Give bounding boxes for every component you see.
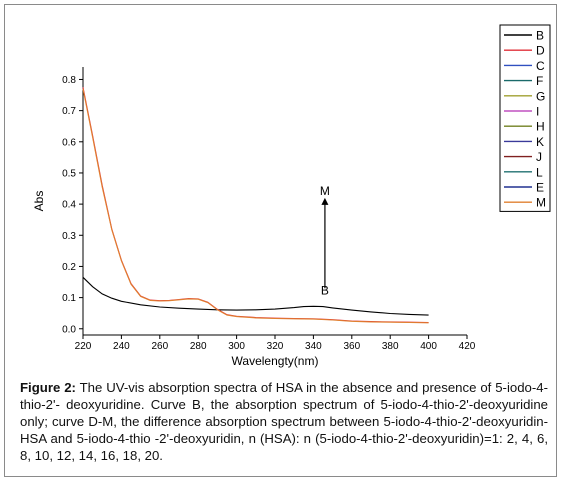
series-line-B (82, 276, 429, 316)
y-tick-label: 0.5 (62, 168, 76, 179)
annotation-M: M (320, 184, 330, 198)
x-tick-label: 400 (420, 341, 437, 352)
series-group (82, 87, 429, 324)
chart: 220 240 260 280 300 320 340 360 380 400 420 0.0 0.1 0… (32, 24, 551, 368)
x-tick-label: 420 (459, 341, 476, 352)
legend-label-G: G (536, 89, 545, 103)
x-tick-label: 380 (382, 341, 399, 352)
y-tick-label: 0.4 (62, 200, 76, 211)
legend-label-L: L (536, 165, 543, 179)
x-axis-label: Wavelengty(nm) (232, 354, 319, 368)
y-tick-label: 0.8 (62, 75, 76, 86)
legend-box (499, 24, 551, 212)
x-tick-label: 260 (151, 341, 168, 352)
legend-label-D: D (536, 44, 545, 58)
y-tick-label: 0.1 (62, 293, 76, 304)
legend-label-F: F (536, 74, 543, 88)
legend-label-M: M (536, 196, 546, 210)
annotations: MB (320, 184, 330, 298)
legend-label-E: E (536, 181, 544, 195)
caption-label: Figure 2: (20, 380, 76, 395)
y-tick-label: 0.2 (62, 262, 76, 273)
x-tick-label: 340 (305, 341, 322, 352)
x-tick-label: 300 (228, 341, 245, 352)
x-tick-label: 320 (267, 341, 284, 352)
y-axis-label: Abs (32, 191, 46, 212)
x-tick-label: 220 (75, 341, 92, 352)
y-tick-label: 0.0 (62, 324, 76, 335)
axes: 220 240 260 280 300 320 340 360 380 400 420 0.0 0.1 0… (32, 67, 476, 368)
legend-label-C: C (536, 59, 545, 73)
annotation-B: B (321, 283, 329, 297)
legend-label-I: I (536, 105, 539, 119)
legend-label-K: K (536, 135, 544, 149)
y-tick-label: 0.3 (62, 231, 76, 242)
x-tick-label: 360 (343, 341, 360, 352)
x-tick-label: 280 (190, 341, 207, 352)
x-tick-label: 240 (113, 341, 130, 352)
legend-label-J: J (536, 150, 542, 164)
arrow-head (321, 197, 329, 205)
legend-label-H: H (536, 120, 545, 134)
figure-caption: Figure 2: The UV-vis absorption spectra … (20, 379, 548, 464)
figure-panel: 220 240 260 280 300 320 340 360 380 400 420 0.0 0.1 0… (4, 4, 557, 477)
series-line-D (82, 87, 429, 324)
caption-text: The UV-vis absorption spectra of HSA in … (20, 380, 549, 463)
series-line-M (82, 88, 429, 324)
y-tick-label: 0.6 (62, 137, 76, 148)
y-tick-label: 0.7 (62, 106, 76, 117)
legend-label-B: B (536, 29, 544, 43)
